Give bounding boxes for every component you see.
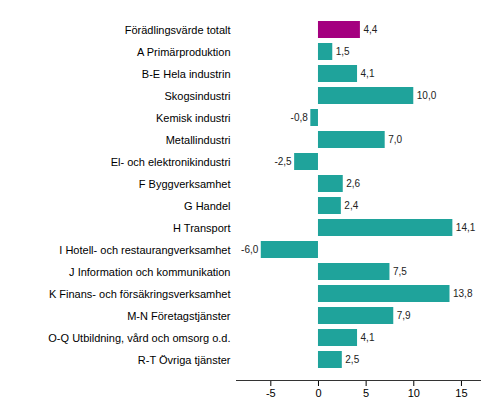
svg-text:R-T Övriga tjänster: R-T Övriga tjänster — [138, 354, 231, 366]
svg-text:Metallindustri: Metallindustri — [166, 134, 231, 146]
svg-text:2,5: 2,5 — [345, 354, 359, 365]
svg-text:H Transport: H Transport — [173, 222, 230, 234]
svg-text:7,0: 7,0 — [388, 134, 402, 145]
svg-text:7,9: 7,9 — [397, 310, 411, 321]
svg-text:Skogsindustri: Skogsindustri — [164, 90, 230, 102]
svg-text:M-N Företagstjänster: M-N Företagstjänster — [127, 310, 231, 322]
svg-text:El- och elektronikindustri: El- och elektronikindustri — [111, 156, 231, 168]
svg-text:13,8: 13,8 — [453, 288, 473, 299]
svg-text:A Primärproduktion: A Primärproduktion — [137, 46, 231, 58]
svg-text:4,1: 4,1 — [361, 332, 375, 343]
svg-text:2,6: 2,6 — [346, 178, 360, 189]
svg-text:5: 5 — [363, 387, 369, 399]
svg-text:G Handel: G Handel — [184, 200, 230, 212]
svg-text:K Finans- och försäkringsverks: K Finans- och försäkringsverksamhet — [49, 288, 231, 300]
svg-text:1,5: 1,5 — [336, 46, 350, 57]
svg-text:-6,0: -6,0 — [241, 244, 259, 255]
svg-text:4,1: 4,1 — [361, 68, 375, 79]
svg-text:4,4: 4,4 — [363, 24, 377, 35]
svg-text:F Byggverksamhet: F Byggverksamhet — [139, 178, 231, 190]
svg-text:10,0: 10,0 — [417, 90, 437, 101]
svg-text:-0,8: -0,8 — [291, 112, 309, 123]
svg-text:B-E Hela industrin: B-E Hela industrin — [142, 68, 231, 80]
svg-text:O-Q Utbildning, vård och omsor: O-Q Utbildning, vård och omsorg o.d. — [48, 332, 230, 344]
svg-text:15: 15 — [455, 387, 467, 399]
svg-text:2,4: 2,4 — [344, 200, 358, 211]
svg-text:10: 10 — [408, 387, 420, 399]
svg-text:14,1: 14,1 — [456, 222, 476, 233]
svg-text:J Information och kommunikatio: J Information och kommunikation — [69, 266, 230, 278]
svg-text:I Hotell- och restaurangverksa: I Hotell- och restaurangverksamhet — [59, 244, 230, 256]
svg-text:0: 0 — [315, 387, 321, 399]
svg-text:Förädlingsvärde totalt: Förädlingsvärde totalt — [125, 24, 231, 36]
svg-text:-2,5: -2,5 — [274, 156, 292, 167]
svg-text:7,5: 7,5 — [393, 266, 407, 277]
svg-text:-5: -5 — [266, 387, 276, 399]
svg-text:Kemisk industri: Kemisk industri — [156, 112, 231, 124]
